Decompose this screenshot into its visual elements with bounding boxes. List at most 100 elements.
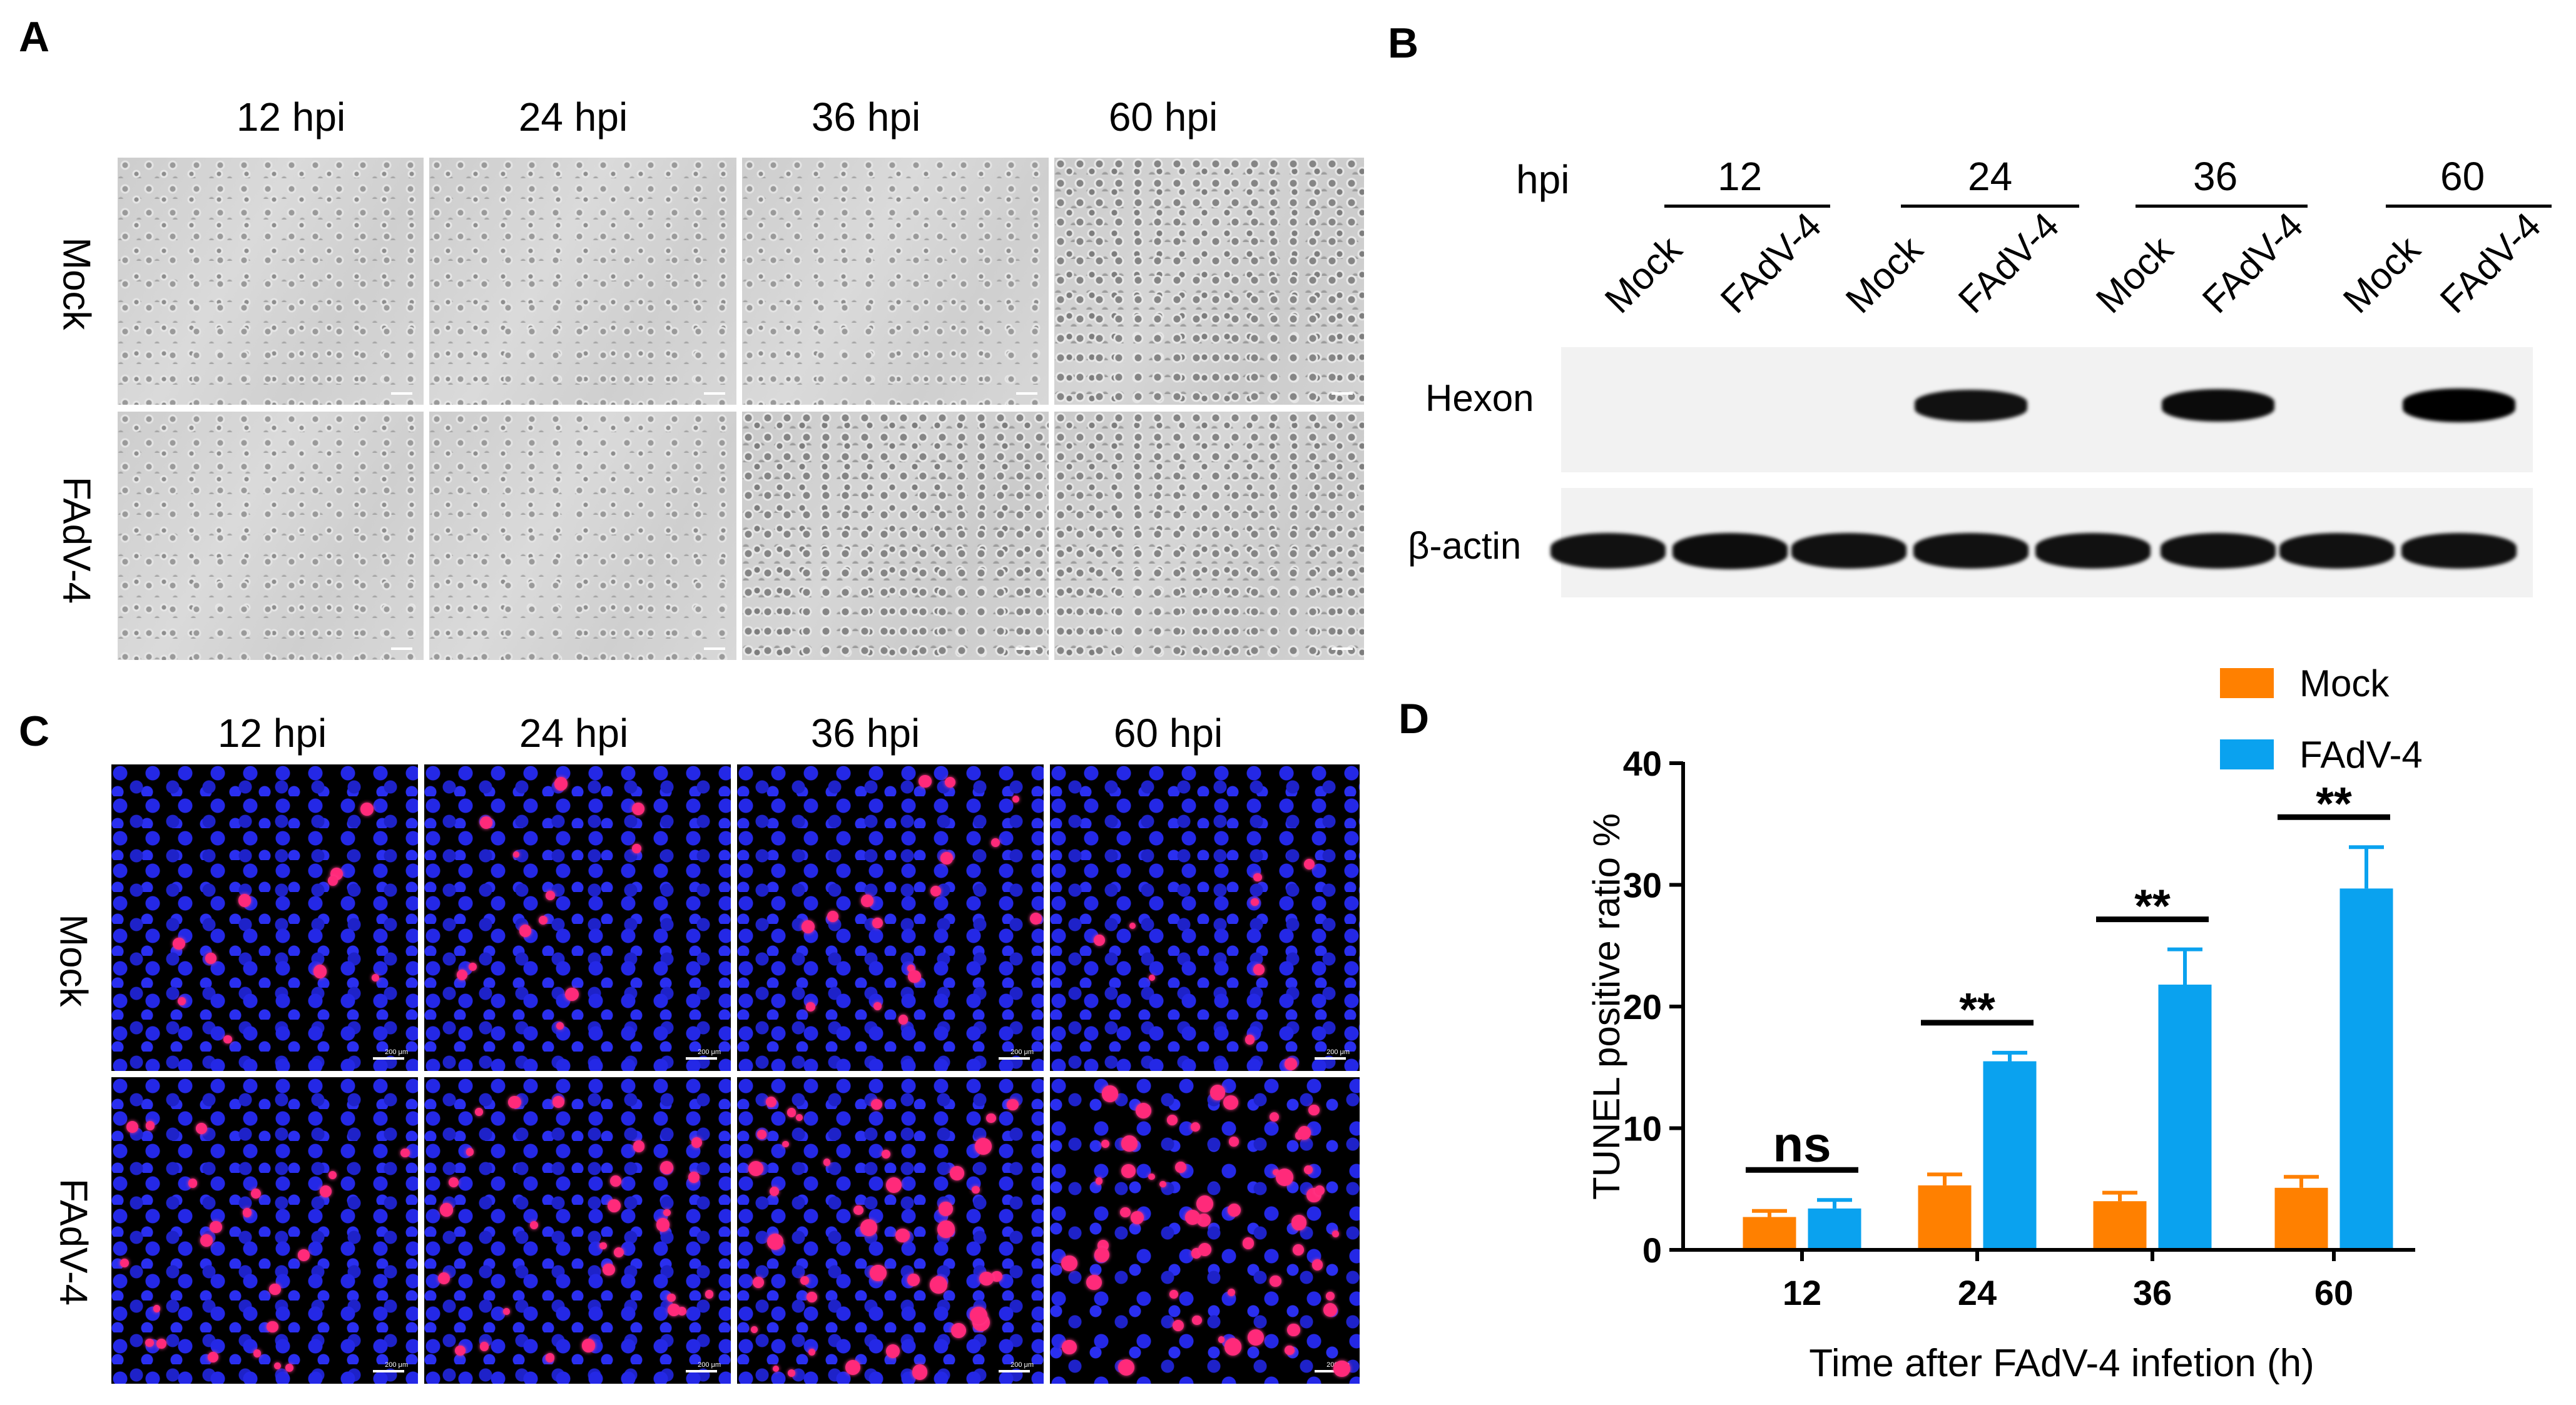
panel-c-row-mock: Mock — [51, 914, 95, 1007]
tunel-positive-cell — [1029, 912, 1042, 925]
tunel-positive-cell — [120, 1259, 129, 1268]
tunel-fadv4-60hpi: 200 μm — [1050, 1077, 1360, 1384]
panel-label-b: B — [1388, 19, 1419, 67]
tunel-positive-cell — [253, 1349, 262, 1358]
tunel-positive-cell — [207, 1352, 218, 1363]
tunel-positive-cell — [1121, 1135, 1138, 1152]
tunel-positive-cell — [503, 1308, 510, 1315]
protein-label-hexon: Hexon — [1425, 377, 1534, 419]
tunel-positive-cell — [632, 803, 645, 816]
panel-a-col-12: 12 hpi — [236, 94, 346, 139]
tunel-positive-cell — [631, 843, 641, 853]
legend-swatch-mock — [2220, 668, 2274, 698]
panel-a-col-36: 36 hpi — [811, 94, 921, 139]
tunel-positive-cell — [1276, 1169, 1294, 1187]
tunel-positive-cell — [126, 1120, 139, 1133]
tunel-positive-cell — [1159, 1180, 1166, 1188]
tunel-positive-cell — [439, 1203, 454, 1217]
tunel-positive-cell — [529, 1220, 538, 1229]
tunel-positive-cell — [539, 916, 548, 925]
tunel-positive-cell — [991, 1271, 1002, 1282]
tunel-positive-cell — [765, 1096, 777, 1108]
tunel-positive-cell — [1191, 1315, 1202, 1326]
lane-label-8: FAdV-4 — [2431, 204, 2549, 322]
timepoint-line-60 — [2386, 205, 2552, 208]
x-axis-label: Time after FAdV-4 infetion (h) — [1809, 1342, 2314, 1385]
tunel-positive-cell — [581, 1339, 596, 1352]
tunel-positive-cell — [752, 1276, 765, 1289]
tunel-positive-cell — [757, 1130, 767, 1139]
tunel-positive-cell — [748, 1161, 763, 1176]
tunel-positive-cell — [508, 1095, 521, 1109]
tunel-fadv4-36hpi: 200 μm — [737, 1077, 1044, 1384]
scale-bar-label: 200 μm — [698, 1361, 721, 1369]
tunel-positive-cell — [823, 1159, 830, 1166]
tunel-positive-cell — [1135, 1103, 1151, 1119]
tunel-positive-cell — [1285, 1057, 1298, 1070]
tunel-positive-cell — [660, 1160, 674, 1174]
actin-band — [2035, 533, 2151, 569]
panel-c-row-fadv4: FAdV-4 — [51, 1178, 95, 1306]
actin-band — [2279, 533, 2395, 569]
tunel-positive-cell — [285, 1364, 293, 1372]
bar-fadv-4-24 — [1983, 1061, 2037, 1250]
actin-band — [2161, 533, 2276, 569]
tunel-positive-cell — [808, 1348, 816, 1356]
tunel-positive-cell — [1251, 898, 1259, 906]
bar-fadv-4-12 — [1808, 1208, 1861, 1250]
tunel-positive-cell — [1245, 1035, 1255, 1045]
tunel-positive-cell — [480, 816, 493, 829]
tunel-positive-cell — [519, 925, 532, 938]
tunel-positive-cell — [607, 1199, 621, 1212]
hexon-blot — [1561, 347, 2533, 472]
tunel-positive-cell — [599, 1242, 607, 1250]
brightfield-fadv4-24hpi — [429, 412, 736, 660]
scale-bar-label: 200 μm — [1011, 1048, 1034, 1056]
tunel-positive-cell — [1228, 1204, 1241, 1217]
tunel-positive-cell — [940, 852, 953, 865]
x-tick-label: 24 — [1958, 1273, 1997, 1312]
tunel-positive-cell — [772, 1366, 780, 1372]
tunel-positive-cell — [250, 1189, 261, 1199]
tunel-positive-cell — [1197, 1213, 1211, 1227]
brightfield-fadv4-36hpi — [742, 412, 1049, 660]
tunel-positive-cell — [950, 1166, 964, 1180]
tunel-positive-cell — [688, 1172, 700, 1184]
tunel-positive-cell — [1166, 1115, 1178, 1125]
hexon-band — [1915, 389, 2027, 422]
tunel-positive-cell — [1297, 1126, 1311, 1140]
legend-swatch-fadv-4 — [2220, 739, 2274, 769]
tunel-positive-cell — [173, 937, 185, 950]
lane-label-1: Mock — [1596, 228, 1690, 322]
lane-label-7: Mock — [2334, 228, 2428, 322]
tunel-positive-cell — [1062, 1339, 1077, 1354]
tunel-positive-cell — [787, 1369, 795, 1377]
tunel-positive-cell — [1061, 1255, 1077, 1272]
y-tick-label: 40 — [1623, 744, 1662, 783]
tunel-positive-cell — [1131, 1210, 1144, 1224]
tunel-positive-cell — [545, 1353, 555, 1363]
tunel-positive-cell — [979, 1271, 994, 1286]
tunel-positive-cell — [603, 1263, 615, 1276]
bar-mock-60 — [2274, 1187, 2328, 1250]
y-axis-label: TUNEL positive ratio % — [1586, 813, 1627, 1200]
tunel-positive-cell — [705, 1290, 714, 1299]
tunel-positive-cell — [861, 894, 873, 907]
timepoint-line-36 — [2136, 205, 2308, 208]
tunel-positive-cell — [613, 1247, 624, 1258]
tunel-positive-cell — [656, 1217, 670, 1232]
tunel-positive-cell — [1332, 1230, 1339, 1237]
tunel-positive-cell — [1273, 1169, 1280, 1176]
panel-label-a: A — [19, 13, 50, 61]
scale-bar-label: 200 μm — [385, 1048, 408, 1056]
tunel-positive-cell — [1291, 1215, 1307, 1230]
tunel-positive-cell — [939, 1202, 954, 1216]
tunel-positive-cell — [975, 1137, 992, 1155]
tunel-positive-cell — [565, 987, 579, 1002]
panel-c-col-24: 24 hpi — [519, 711, 629, 756]
tunel-positive-cell — [800, 1276, 809, 1286]
tunel-mock-36hpi: 200 μm — [737, 764, 1044, 1071]
panel-a-col-24: 24 hpi — [518, 94, 628, 139]
y-tick-label: 10 — [1623, 1109, 1662, 1149]
tunel-positive-cell — [1223, 1095, 1238, 1110]
